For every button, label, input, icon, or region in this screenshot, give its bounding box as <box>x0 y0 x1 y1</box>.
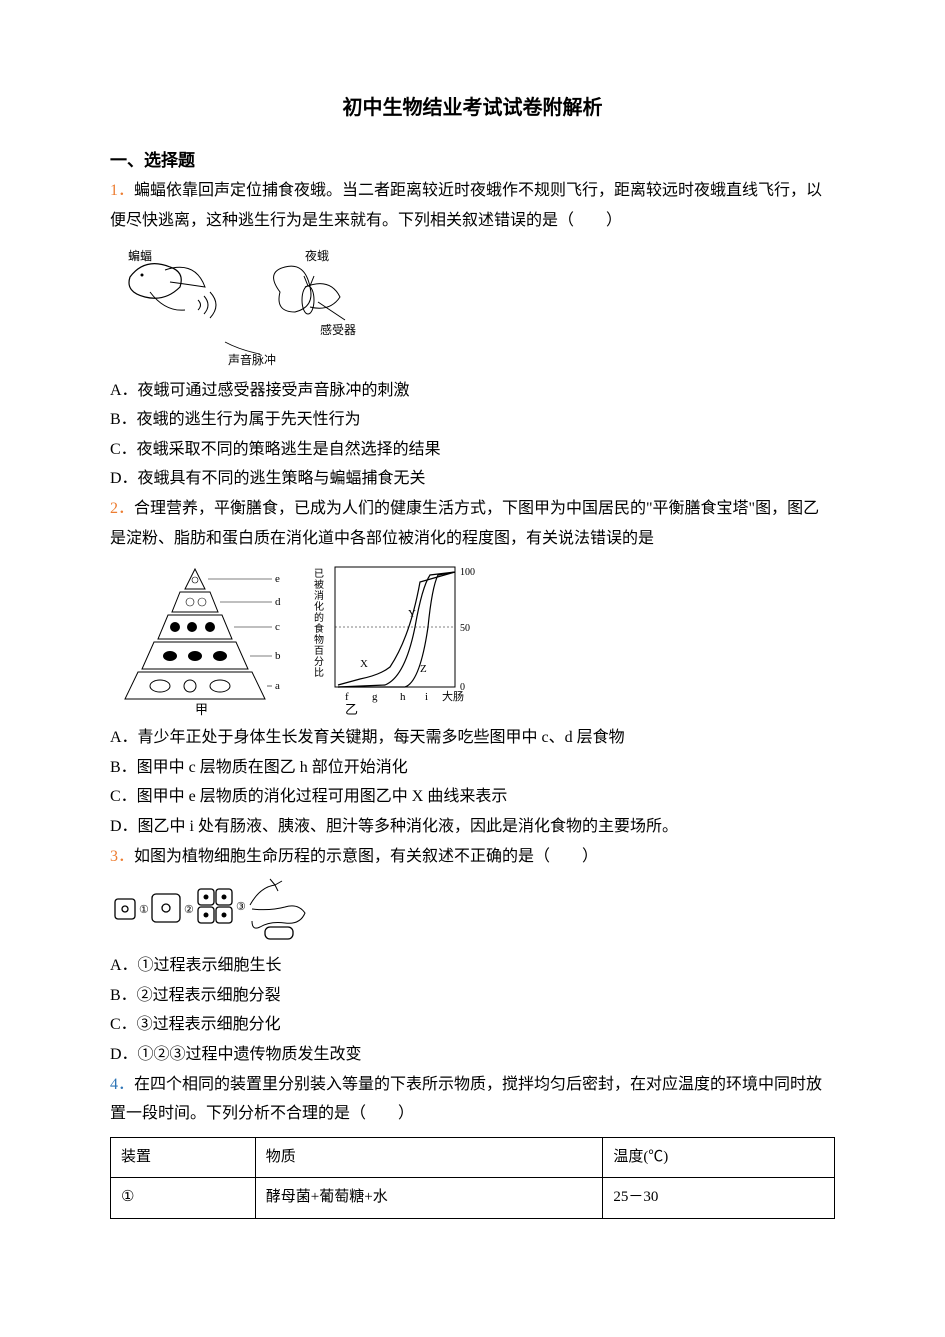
q3-optA: A．①过程表示细胞生长 <box>110 951 835 981</box>
svg-text:Y: Y <box>408 608 416 620</box>
bat-icon <box>129 263 205 310</box>
cell-substance: 酵母菌+葡萄糖+水 <box>255 1178 603 1219</box>
svg-text:100: 100 <box>460 567 475 578</box>
q1-text: 蝙蝠依靠回声定位捕食夜蛾。当二者距离较近时夜蛾作不规则飞行，距离较远时夜蛾直线飞… <box>110 182 822 229</box>
doc-title: 初中生物结业考试试卷附解析 <box>110 90 835 127</box>
receptor-label: 感受器 <box>320 322 356 337</box>
moth-icon <box>274 266 340 314</box>
q3-optD: D．①②③过程中遗传物质发生改变 <box>110 1040 835 1070</box>
q1-optD: D．夜蛾具有不同的逃生策略与蝙蝠捕食无关 <box>110 464 835 494</box>
cell-diagram-icon: ① ② ③ <box>115 879 305 939</box>
q2-figure: e d c b a 甲 已被消化的食物百分比 100 50 0 f g h i … <box>110 559 835 719</box>
svg-text:e: e <box>275 573 280 585</box>
svg-text:g: g <box>372 691 378 703</box>
table-header-row: 装置 物质 温度(℃) <box>111 1137 835 1178</box>
svg-text:c: c <box>275 621 280 633</box>
q3-stem: 3．如图为植物细胞生命历程的示意图，有关叙述不正确的是（ ） <box>110 842 835 872</box>
q3-number: 3． <box>110 848 134 865</box>
q4-text: 在四个相同的装置里分别装入等量的下表所示物质，搅拌均匀后密封，在对应温度的环境中… <box>110 1076 822 1123</box>
pyramid-caption: 甲 <box>195 702 208 717</box>
q1-stem: 1．蝙蝠依靠回声定位捕食夜蛾。当二者距离较近时夜蛾作不规则飞行，距离较远时夜蛾直… <box>110 176 835 235</box>
th-device: 装置 <box>111 1137 256 1178</box>
svg-text:d: d <box>275 596 281 608</box>
pyramid-icon: e d c b a <box>125 569 281 699</box>
svg-text:50: 50 <box>460 623 470 634</box>
q2-number: 2． <box>110 500 134 517</box>
cell-device: ① <box>111 1178 256 1219</box>
q1-number: 1． <box>110 182 134 199</box>
q4-stem: 4．在四个相同的装置里分别装入等量的下表所示物质，搅拌均匀后密封，在对应温度的环… <box>110 1070 835 1129</box>
svg-text:Z: Z <box>420 663 427 675</box>
q1-optC: C．夜蛾采取不同的策略逃生是自然选择的结果 <box>110 435 835 465</box>
table-row: ① 酵母菌+葡萄糖+水 25－30 <box>111 1178 835 1219</box>
soundwave-icon <box>198 292 216 318</box>
q3-optB: B．②过程表示细胞分裂 <box>110 981 835 1011</box>
th-substance: 物质 <box>255 1137 603 1178</box>
svg-text:②: ② <box>184 904 194 916</box>
svg-text:X: X <box>360 658 368 670</box>
q2-optC: C．图甲中 e 层物质的消化过程可用图乙中 X 曲线来表示 <box>110 782 835 812</box>
q2-optA: A．青少年正处于身体生长发育关键期，每天需多吃些图甲中 c、d 层食物 <box>110 723 835 753</box>
chart-caption: 乙 <box>345 702 358 717</box>
q2-optD: D．图乙中 i 处有肠液、胰液、胆汁等多种消化液，因此是消化食物的主要场所。 <box>110 812 835 842</box>
bat-label: 蝙蝠 <box>128 248 152 263</box>
q2-optB: B．图甲中 c 层物质在图乙 h 部位开始消化 <box>110 753 835 783</box>
q3-figure: ① ② ③ <box>110 877 835 947</box>
q1-optA: A．夜蛾可通过感受器接受声音脉冲的刺激 <box>110 376 835 406</box>
svg-text:大肠: 大肠 <box>442 689 464 703</box>
th-temp: 温度(℃) <box>603 1137 835 1178</box>
svg-text:b: b <box>275 650 281 662</box>
svg-text:③: ③ <box>236 901 246 913</box>
q2-stem: 2．合理营养，平衡膳食，已成为人们的健康生活方式，下图甲为中国居民的"平衡膳食宝… <box>110 494 835 553</box>
q4-table: 装置 物质 温度(℃) ① 酵母菌+葡萄糖+水 25－30 <box>110 1137 835 1220</box>
digestion-chart: 已被消化的食物百分比 100 50 0 f g h i 大肠 X Y Z <box>314 567 475 703</box>
q2-text: 合理营养，平衡膳食，已成为人们的健康生活方式，下图甲为中国居民的"平衡膳食宝塔"… <box>110 500 819 547</box>
moth-label: 夜蛾 <box>305 248 329 263</box>
cell-temp: 25－30 <box>603 1178 835 1219</box>
q1-figure: 蝙蝠 夜蛾 感受器 声音脉冲 <box>110 242 835 372</box>
section-header: 一、选择题 <box>110 145 835 176</box>
q1-optB: B．夜蛾的逃生行为属于先天性行为 <box>110 405 835 435</box>
q3-optC: C．③过程表示细胞分化 <box>110 1010 835 1040</box>
svg-text:i: i <box>425 691 428 703</box>
svg-text:①: ① <box>139 904 149 916</box>
pulse-label: 声音脉冲 <box>228 352 276 367</box>
q4-number: 4． <box>110 1076 134 1093</box>
q3-text: 如图为植物细胞生命历程的示意图，有关叙述不正确的是（ ） <box>134 848 598 865</box>
chart-ylabel: 已被消化的食物百分比 <box>314 569 324 679</box>
svg-text:h: h <box>400 691 406 703</box>
svg-text:a: a <box>275 680 280 692</box>
